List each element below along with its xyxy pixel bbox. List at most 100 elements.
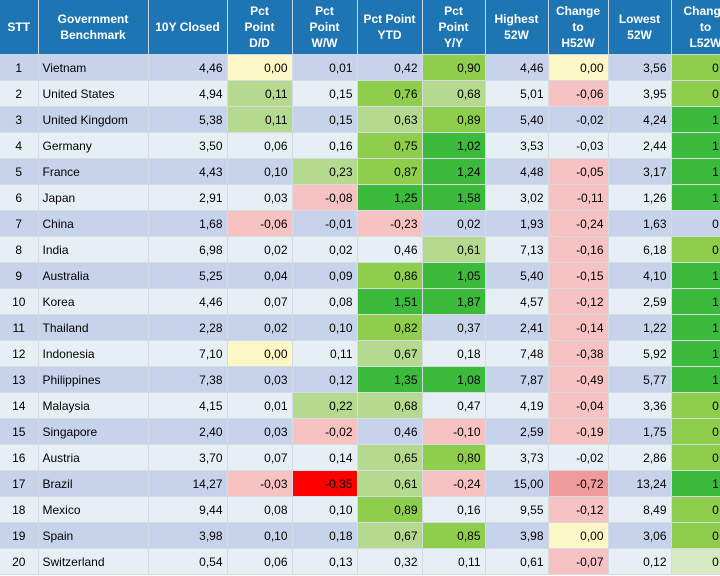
cell-highest-52w: 4,46 <box>485 54 549 81</box>
table-row: 17 Brazil 14,27 -0,03 -0,35 0,61 -0,24 15,00 -0,… <box>0 470 720 497</box>
cell-change-h52w: -0,12 <box>548 496 609 523</box>
cell-ytd: 0,65 <box>357 444 423 471</box>
cell-ytd: 1,35 <box>357 366 423 393</box>
cell-ww: 0,16 <box>292 132 358 159</box>
cell-change-h52w: -0,07 <box>548 548 609 575</box>
cell-yy: -0,10 <box>422 418 486 445</box>
table-row: 19 Spain 3,98 0,10 0,18 0,67 0,85 3,98 0,00 3,06 0… <box>0 522 720 549</box>
cell-highest-52w: 3,02 <box>485 184 549 211</box>
cell-change-l52w: 1,14 <box>671 106 720 133</box>
cell-yy: 0,89 <box>422 106 486 133</box>
cell-change-l52w: 0,99 <box>671 80 720 107</box>
cell-change-l52w: 1,27 <box>671 158 720 185</box>
cell-stt: 18 <box>0 496 39 523</box>
cell-dd: 0,03 <box>227 366 293 393</box>
cell-ytd: 0,86 <box>357 262 423 289</box>
cell-10y-closed: 4,15 <box>148 392 228 419</box>
header-change-l52w: ChangetoL52W <box>671 0 720 55</box>
cell-change-l52w: 0,95 <box>671 496 720 523</box>
cell-lowest-52w: 1,22 <box>608 314 672 341</box>
cell-benchmark: Korea <box>38 288 149 315</box>
cell-ytd: 0,32 <box>357 548 423 575</box>
cell-highest-52w: 3,73 <box>485 444 549 471</box>
cell-stt: 13 <box>0 366 39 393</box>
cell-yy: 0,16 <box>422 496 486 523</box>
cell-yy: 1,08 <box>422 366 486 393</box>
cell-10y-closed: 6,98 <box>148 236 228 263</box>
cell-change-h52w: -0,16 <box>548 236 609 263</box>
cell-10y-closed: 2,28 <box>148 314 228 341</box>
cell-yy: 0,11 <box>422 548 486 575</box>
cell-yy: 1,24 <box>422 158 486 185</box>
cell-ytd: 1,25 <box>357 184 423 211</box>
cell-ww: 0,18 <box>292 522 358 549</box>
cell-yy: 0,02 <box>422 210 486 237</box>
cell-highest-52w: 3,53 <box>485 132 549 159</box>
cell-dd: 0,00 <box>227 54 293 81</box>
cell-change-l52w: 1,06 <box>671 314 720 341</box>
cell-dd: 0,04 <box>227 262 293 289</box>
cell-stt: 11 <box>0 314 39 341</box>
cell-change-h52w: -0,49 <box>548 366 609 393</box>
cell-change-h52w: -0,72 <box>548 470 609 497</box>
cell-lowest-52w: 8,49 <box>608 496 672 523</box>
cell-ytd: 0,46 <box>357 236 423 263</box>
table-body: 1 Vietnam 4,46 0,00 0,01 0,42 0,90 4,46 0,00 3,56… <box>0 54 720 575</box>
cell-ww: 0,15 <box>292 80 358 107</box>
cell-lowest-52w: 6,18 <box>608 236 672 263</box>
cell-change-l52w: 0,65 <box>671 418 720 445</box>
header-ww: Pct Point W/W <box>292 0 358 55</box>
cell-stt: 15 <box>0 418 39 445</box>
cell-dd: 0,02 <box>227 236 293 263</box>
cell-stt: 12 <box>0 340 39 367</box>
cell-10y-closed: 3,50 <box>148 132 228 159</box>
cell-benchmark: Malaysia <box>38 392 149 419</box>
cell-lowest-52w: 13,24 <box>608 470 672 497</box>
table-row: 2 United States 4,94 0,11 0,15 0,76 0,68 5,01 -0… <box>0 80 720 107</box>
cell-change-l52w: 1,65 <box>671 184 720 211</box>
cell-stt: 19 <box>0 522 39 549</box>
cell-yy: 1,02 <box>422 132 486 159</box>
cell-ww: 0,10 <box>292 314 358 341</box>
cell-lowest-52w: 5,92 <box>608 340 672 367</box>
cell-highest-52w: 15,00 <box>485 470 549 497</box>
table-row: 9 Australia 5,25 0,04 0,09 0,86 1,05 5,40 -0,15 4… <box>0 262 720 289</box>
cell-dd: 0,01 <box>227 392 293 419</box>
cell-dd: 0,02 <box>227 314 293 341</box>
cell-dd: 0,00 <box>227 340 293 367</box>
cell-stt: 3 <box>0 106 39 133</box>
cell-ww: 0,11 <box>292 340 358 367</box>
cell-10y-closed: 4,43 <box>148 158 228 185</box>
cell-lowest-52w: 2,59 <box>608 288 672 315</box>
cell-ytd: 0,68 <box>357 392 423 419</box>
cell-change-l52w: 0,42 <box>671 548 720 575</box>
cell-stt: 20 <box>0 548 39 575</box>
cell-yy: 0,90 <box>422 54 486 81</box>
cell-change-l52w: 1,17 <box>671 340 720 367</box>
cell-dd: 0,10 <box>227 158 293 185</box>
cell-change-h52w: -0,19 <box>548 418 609 445</box>
table-row: 20 Switzerland 0,54 0,06 0,13 0,32 0,11 0,61 -0,… <box>0 548 720 575</box>
cell-change-l52w: 0,91 <box>671 54 720 81</box>
cell-10y-closed: 4,94 <box>148 80 228 107</box>
cell-yy: 1,58 <box>422 184 486 211</box>
cell-ww: 0,13 <box>292 548 358 575</box>
cell-stt: 2 <box>0 80 39 107</box>
cell-change-l52w: 0,91 <box>671 522 720 549</box>
cell-yy: 0,61 <box>422 236 486 263</box>
cell-stt: 10 <box>0 288 39 315</box>
header-highest-52w: Highest 52W <box>485 0 549 55</box>
cell-lowest-52w: 0,12 <box>608 548 672 575</box>
cell-change-h52w: -0,14 <box>548 314 609 341</box>
cell-yy: 1,87 <box>422 288 486 315</box>
cell-benchmark: Thailand <box>38 314 149 341</box>
cell-10y-closed: 0,54 <box>148 548 228 575</box>
cell-benchmark: France <box>38 158 149 185</box>
cell-change-h52w: -0,15 <box>548 262 609 289</box>
cell-dd: 0,03 <box>227 184 293 211</box>
cell-benchmark: Singapore <box>38 418 149 445</box>
cell-lowest-52w: 1,63 <box>608 210 672 237</box>
cell-dd: 0,06 <box>227 132 293 159</box>
cell-highest-52w: 0,61 <box>485 548 549 575</box>
cell-ww: 0,23 <box>292 158 358 185</box>
